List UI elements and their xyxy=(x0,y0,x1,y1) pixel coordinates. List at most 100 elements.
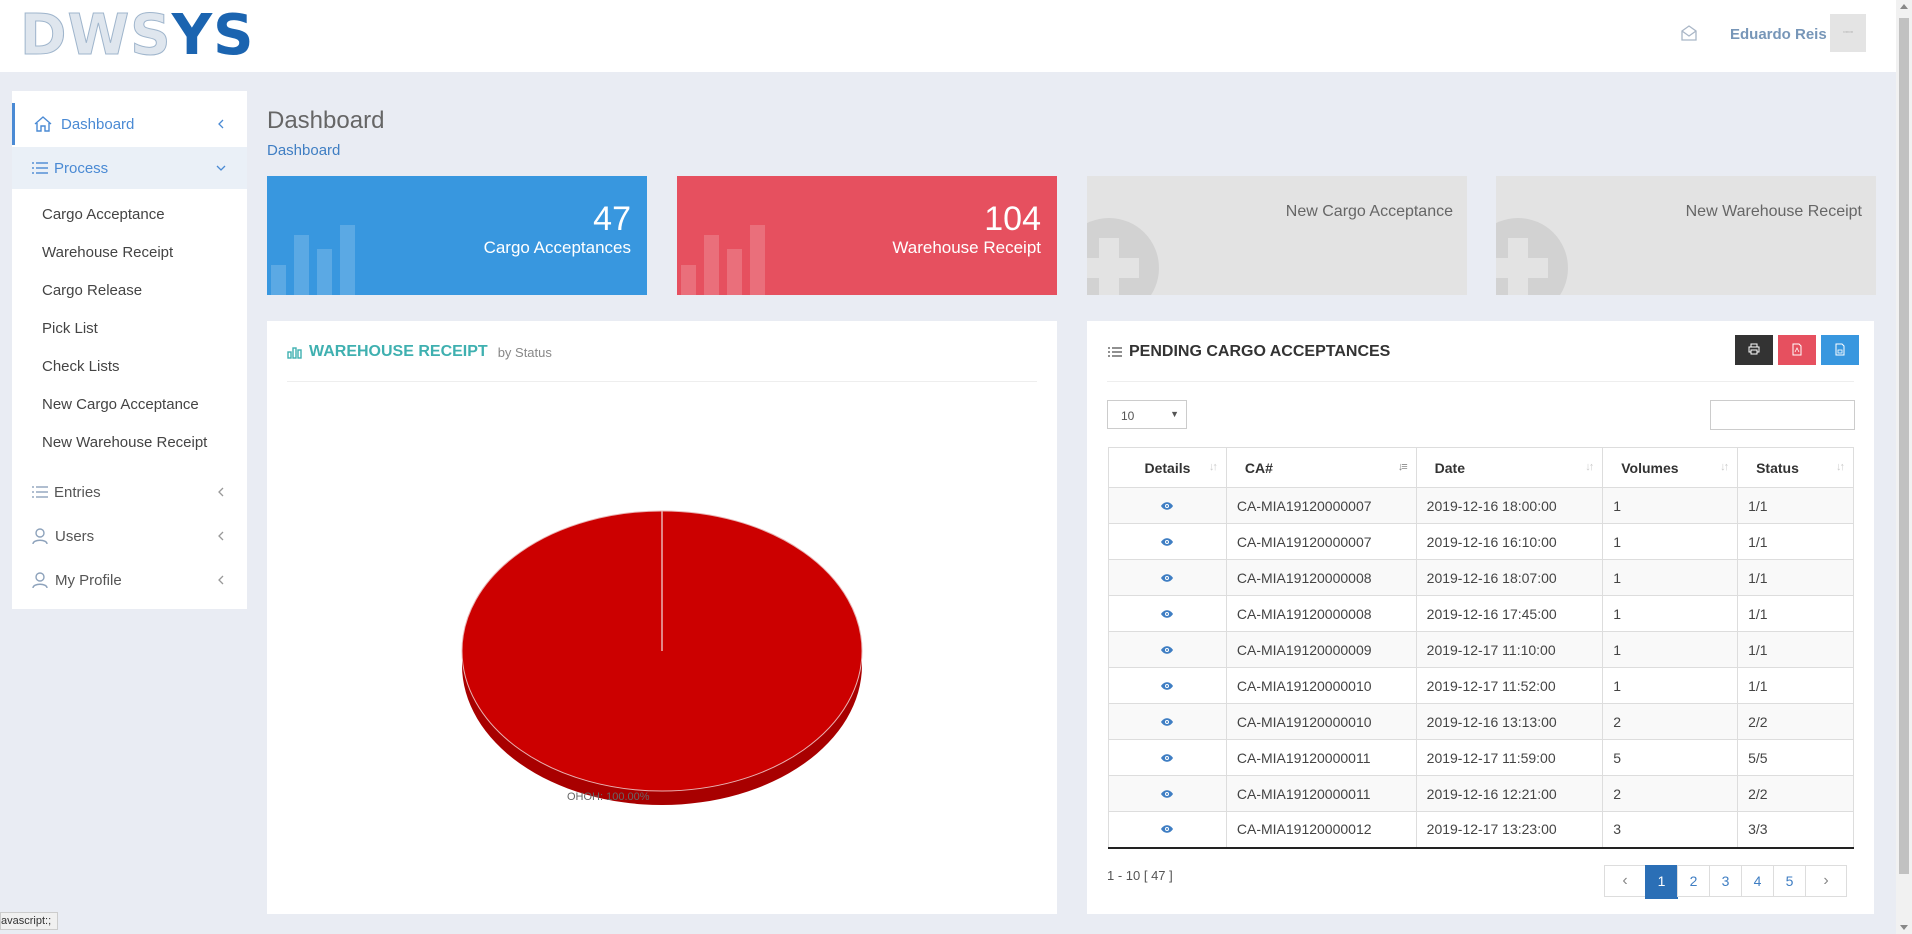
user-name-link[interactable]: Eduardo Reis xyxy=(1730,26,1827,43)
ca-number-cell: CA-MIA19120000008 xyxy=(1225,559,1417,596)
column-header-details[interactable]: Details ↓↑ xyxy=(1108,447,1227,488)
top-header: DWS YS Eduardo Reis ▫▫▫▫ xyxy=(0,0,1896,72)
table-panel-title: PENDING CARGO ACCEPTANCES xyxy=(1107,343,1390,361)
table-search-input[interactable] xyxy=(1710,400,1855,430)
table-row: CA-MIA19120000010 2019-12-17 11:52:00 1 1/1 xyxy=(1108,667,1854,704)
print-button[interactable] xyxy=(1735,335,1773,365)
submenu-new-cargo-acceptance[interactable]: New Cargo Acceptance xyxy=(42,396,199,413)
sidebar-item-entries[interactable]: Entries xyxy=(12,471,247,513)
date-cell: 2019-12-17 11:10:00 xyxy=(1415,631,1604,668)
sidebar-item-my-profile[interactable]: My Profile xyxy=(12,559,247,601)
pie-chart[interactable] xyxy=(267,321,1057,914)
pending-cargo-acceptances-panel: PENDING CARGO ACCEPTANCES 10 ▼ Details ↓↑… xyxy=(1087,321,1874,914)
date-cell: 2019-12-17 13:23:00 xyxy=(1415,811,1604,849)
sidebar-item-process[interactable]: Process xyxy=(12,147,247,189)
bar-chart-icon xyxy=(681,225,765,295)
scroll-up-arrow[interactable] xyxy=(1900,4,1908,9)
details-cell[interactable] xyxy=(1108,523,1227,560)
eye-icon xyxy=(1161,717,1174,726)
details-cell[interactable] xyxy=(1108,703,1227,740)
eye-icon xyxy=(1161,645,1174,654)
pie-data-label: OHOH: 100.00% xyxy=(567,791,650,803)
pagination-next-button[interactable]: › xyxy=(1805,865,1847,897)
divider xyxy=(287,381,1037,382)
eye-icon xyxy=(1161,573,1174,582)
details-cell[interactable] xyxy=(1108,775,1227,812)
bar-chart-icon xyxy=(287,347,302,359)
details-cell[interactable] xyxy=(1108,811,1227,849)
details-cell[interactable] xyxy=(1108,631,1227,668)
export-pdf-button[interactable] xyxy=(1778,335,1816,365)
pagination-page-button[interactable]: 1 xyxy=(1645,865,1678,899)
new-cargo-acceptance-card[interactable]: New Cargo Acceptance xyxy=(1087,176,1467,295)
table-row: CA-MIA19120000007 2019-12-16 18:00:00 1 1/1 xyxy=(1108,487,1854,524)
column-header-volumes[interactable]: Volumes ↓↑ xyxy=(1602,447,1739,488)
volumes-cell: 3 xyxy=(1602,811,1739,849)
scrollbar-thumb[interactable] xyxy=(1899,18,1909,874)
details-cell[interactable] xyxy=(1108,487,1227,524)
volumes-cell: 1 xyxy=(1602,631,1739,668)
scroll-down-arrow[interactable] xyxy=(1900,925,1908,930)
table-row: CA-MIA19120000008 2019-12-16 17:45:00 1 1/1 xyxy=(1108,595,1854,632)
status-cell: 3/3 xyxy=(1737,811,1854,849)
column-label: Date xyxy=(1434,459,1466,476)
export-excel-button[interactable] xyxy=(1821,335,1859,365)
status-cell: 1/1 xyxy=(1737,595,1854,632)
submenu-cargo-release[interactable]: Cargo Release xyxy=(42,282,143,299)
submenu-check-lists[interactable]: Check Lists xyxy=(42,358,120,375)
status-cell: 5/5 xyxy=(1737,739,1854,776)
volumes-cell: 1 xyxy=(1602,559,1739,596)
table-row: CA-MIA19120000011 2019-12-17 11:59:00 5 5/5 xyxy=(1108,739,1854,776)
stat-card-cargo-acceptances[interactable]: 47 Cargo Acceptances xyxy=(267,176,647,295)
chevron-left-icon xyxy=(218,119,224,129)
pagination-page-button[interactable]: 3 xyxy=(1709,865,1742,897)
ca-number-cell: CA-MIA19120000012 xyxy=(1225,811,1417,849)
volumes-cell: 1 xyxy=(1602,487,1739,524)
page-scrollbar[interactable] xyxy=(1896,0,1912,934)
pagination-page-button[interactable]: 2 xyxy=(1677,865,1710,897)
ca-number-cell: CA-MIA19120000011 xyxy=(1225,775,1417,812)
stat-label: Cargo Acceptances xyxy=(483,238,631,257)
status-cell: 1/1 xyxy=(1737,487,1854,524)
details-cell[interactable] xyxy=(1108,739,1227,776)
eye-icon xyxy=(1161,681,1174,690)
column-header-date[interactable]: Date ↓↑ xyxy=(1415,447,1604,488)
chart-title: WAREHOUSE RECEIPT xyxy=(309,343,488,360)
sidebar-item-label: Entries xyxy=(54,483,101,501)
printer-icon xyxy=(1748,343,1760,355)
plus-circle-icon xyxy=(1087,218,1159,295)
details-cell[interactable] xyxy=(1108,667,1227,704)
date-cell: 2019-12-16 18:07:00 xyxy=(1415,559,1604,596)
volumes-cell: 1 xyxy=(1602,523,1739,560)
pagination-page-button[interactable]: 4 xyxy=(1741,865,1774,897)
page-length-select[interactable]: 10 ▼ xyxy=(1107,400,1187,429)
submenu-cargo-acceptance[interactable]: Cargo Acceptance xyxy=(42,206,165,223)
date-cell: 2019-12-17 11:52:00 xyxy=(1415,667,1604,704)
stat-card-warehouse-receipt[interactable]: 104 Warehouse Receipt xyxy=(677,176,1057,295)
column-header-ca[interactable]: CA# ↓≡ xyxy=(1225,447,1417,488)
sidebar: Dashboard Process Cargo Acceptance Wareh… xyxy=(12,91,247,609)
ca-number-cell: CA-MIA19120000010 xyxy=(1225,703,1417,740)
submenu-pick-list[interactable]: Pick List xyxy=(42,320,98,337)
eye-icon xyxy=(1161,753,1174,762)
dwsys-logo[interactable]: DWS YS xyxy=(20,7,254,64)
sidebar-item-dashboard[interactable]: Dashboard xyxy=(12,103,247,145)
column-header-status[interactable]: Status ↓↑ xyxy=(1737,447,1854,488)
avatar[interactable]: ▫▫▫▫ xyxy=(1830,14,1866,52)
sort-ascending-icon: ↓≡ xyxy=(1397,461,1408,473)
submenu-warehouse-receipt[interactable]: Warehouse Receipt xyxy=(42,244,174,261)
envelope-icon[interactable] xyxy=(1680,24,1698,42)
pagination-page-button[interactable]: 5 xyxy=(1773,865,1806,897)
sidebar-item-users[interactable]: Users xyxy=(12,515,247,557)
date-cell: 2019-12-16 18:00:00 xyxy=(1415,487,1604,524)
ca-number-cell: CA-MIA19120000010 xyxy=(1225,667,1417,704)
cargo-acceptances-table: Details ↓↑ CA# ↓≡ Date ↓↑ Volumes ↓↑ Status ↓… xyxy=(1108,447,1854,849)
submenu-new-warehouse-receipt[interactable]: New Warehouse Receipt xyxy=(42,434,208,451)
volumes-cell: 1 xyxy=(1602,667,1739,704)
new-warehouse-receipt-card[interactable]: New Warehouse Receipt xyxy=(1496,176,1876,295)
breadcrumb[interactable]: Dashboard xyxy=(267,142,341,159)
logo-text-dws: DWS xyxy=(20,3,172,68)
details-cell[interactable] xyxy=(1108,559,1227,596)
details-cell[interactable] xyxy=(1108,595,1227,632)
pagination-prev-button[interactable]: ‹ xyxy=(1604,865,1646,897)
